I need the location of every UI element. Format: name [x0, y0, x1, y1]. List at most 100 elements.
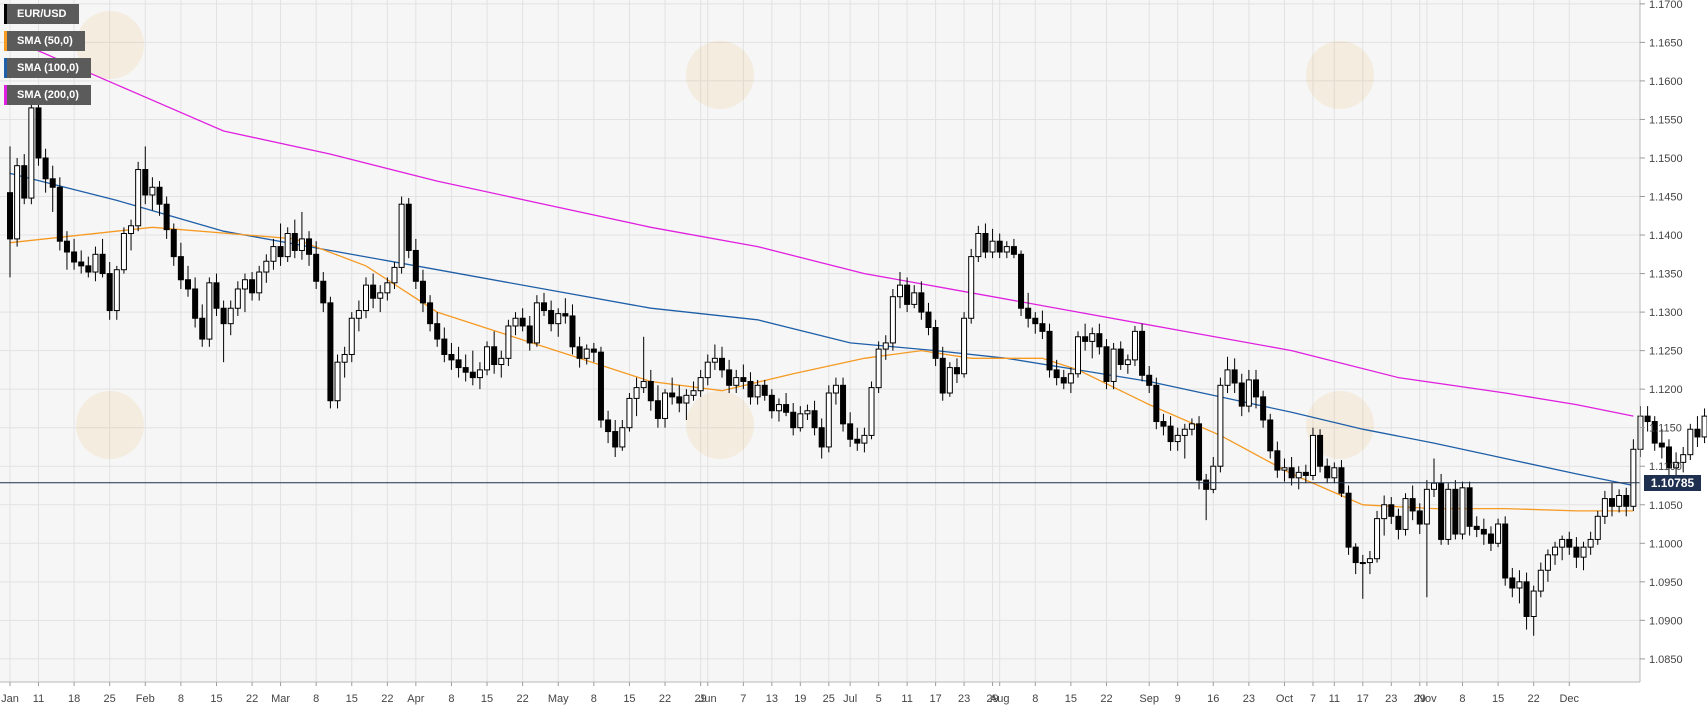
x-tick-label: 19: [794, 693, 806, 705]
candle: [1060, 369, 1067, 390]
candle: [797, 406, 804, 432]
legend-item-sma200[interactable]: SMA (200,0): [4, 85, 91, 105]
candle: [1701, 408, 1707, 444]
candle: [1082, 323, 1089, 351]
candle: [498, 350, 505, 378]
candle: [1124, 354, 1131, 374]
candle-body-up: [1075, 336, 1081, 375]
candle-body-up: [1181, 428, 1188, 436]
candle-body-down: [1352, 546, 1359, 564]
candle-body-up: [555, 313, 562, 325]
candle: [1438, 473, 1445, 545]
candle: [220, 300, 227, 363]
candle: [42, 148, 49, 193]
candle: [1309, 427, 1316, 481]
candle: [1694, 416, 1701, 447]
candle-body-up: [1210, 465, 1217, 490]
candle-body-up: [1281, 467, 1288, 471]
candle-body-down: [1324, 465, 1331, 479]
candle-body-up: [1124, 359, 1131, 366]
candle: [683, 389, 690, 420]
candle: [1395, 508, 1402, 540]
candle: [270, 238, 277, 270]
candle-body-down: [327, 302, 334, 402]
legend-label: SMA (50,0): [17, 35, 73, 47]
candle-body-up: [1309, 434, 1316, 476]
candle: [363, 277, 369, 319]
candle-body-down: [412, 249, 419, 282]
candle: [690, 381, 697, 401]
candle: [1452, 480, 1459, 540]
watermark-logo: [686, 391, 754, 459]
candle: [1509, 567, 1516, 598]
legend-label: SMA (100,0): [17, 62, 79, 74]
candle: [761, 379, 768, 401]
candle: [14, 157, 21, 247]
legend-label: EUR/USD: [17, 8, 67, 20]
x-tick-label: Dec: [1559, 693, 1579, 705]
candle: [1480, 518, 1487, 545]
candle-body-down: [747, 380, 754, 398]
candle-body-up: [241, 279, 248, 290]
candle-body-up: [662, 392, 669, 419]
candle: [7, 146, 13, 278]
sma100-line: [9, 172, 1634, 487]
candle-body-down: [1345, 492, 1352, 548]
legend-item-sma100[interactable]: SMA (100,0): [4, 58, 91, 78]
candle-body-down: [1267, 419, 1274, 452]
candle: [63, 231, 70, 270]
candle-body-down: [932, 327, 939, 359]
candle: [1352, 543, 1359, 575]
candle: [704, 354, 711, 386]
candle: [1039, 310, 1046, 340]
candle: [419, 269, 426, 313]
candle: [619, 419, 626, 451]
candle: [256, 265, 263, 301]
candle-body-down: [455, 359, 462, 369]
candle-body-up: [1445, 488, 1452, 540]
candle-body-up: [1680, 454, 1687, 463]
candle-body-up: [1495, 523, 1502, 544]
candle: [92, 246, 99, 282]
candle-body-down: [1694, 428, 1701, 438]
candle-body-down: [277, 246, 284, 258]
candle: [327, 296, 334, 409]
candle-body-down: [1060, 377, 1067, 384]
legend: EUR/USD SMA (50,0) SMA (100,0) SMA (200,…: [4, 4, 91, 112]
candle: [491, 331, 498, 374]
candle: [476, 362, 483, 390]
candle: [1374, 510, 1381, 563]
candle: [1609, 483, 1615, 517]
watermark-logo: [1306, 391, 1374, 459]
candle-body-up: [1402, 498, 1409, 530]
candle: [1188, 418, 1195, 436]
candle-body-up: [363, 284, 369, 312]
y-tick-label: 1.1000: [1649, 538, 1683, 550]
x-tick-label: 23: [958, 693, 970, 705]
candle-body-down: [605, 419, 612, 433]
candle-body-up: [14, 165, 21, 240]
candle-body-down: [491, 346, 498, 366]
candle-body-up: [270, 246, 277, 262]
candle-body-up: [149, 186, 156, 196]
y-tick-label: 1.1050: [1649, 500, 1683, 512]
candle-body-down: [106, 273, 113, 312]
candle-body-up: [1552, 546, 1559, 556]
candle: [1302, 464, 1309, 484]
legend-item-sma50[interactable]: SMA (50,0): [4, 31, 85, 51]
candle: [541, 292, 547, 316]
candle: [1053, 359, 1060, 386]
candle: [1331, 462, 1338, 484]
candle-body-up: [1516, 581, 1523, 589]
candle-body-down: [462, 367, 469, 373]
legend-item-eurusd[interactable]: EUR/USD: [4, 4, 79, 24]
candle: [462, 354, 469, 382]
y-tick-label: 1.1150: [1649, 423, 1682, 435]
candle: [1153, 377, 1160, 430]
candle: [227, 300, 234, 336]
candle-body-down: [1010, 246, 1017, 255]
candle-body-down: [768, 394, 775, 412]
candle-body-down: [1196, 423, 1203, 481]
candle-body-down: [1160, 421, 1167, 427]
candle: [398, 196, 405, 274]
